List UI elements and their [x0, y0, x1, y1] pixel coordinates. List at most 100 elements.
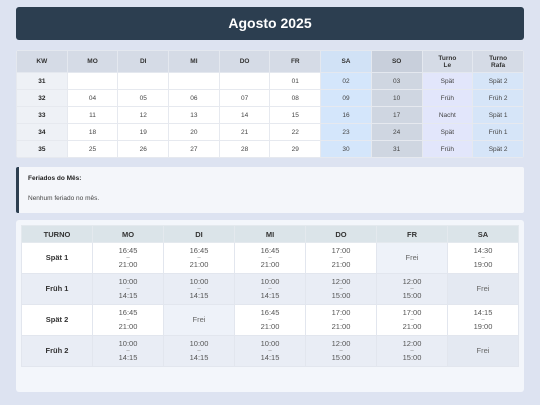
shift-time-cell: 16:45–21:00 — [92, 304, 164, 336]
day-cell: 28 — [218, 140, 271, 158]
shift-time-cell: 14:15–19:00 — [447, 304, 519, 336]
shift-off-cell: Frei — [447, 335, 519, 367]
day-cell: 03 — [370, 72, 423, 90]
shift-dash: – — [197, 254, 201, 261]
calendar-header-row: KW MO DI MI DO FR SA SO Turno Le Turno R… — [16, 50, 524, 73]
holidays-title: Feriados do Mês: — [28, 175, 82, 182]
shift-dash: – — [268, 347, 272, 354]
day-cell: 18 — [66, 123, 119, 141]
shift-start: 17:00 — [331, 246, 351, 255]
shift-end: 19:00 — [473, 321, 493, 331]
day-cell: 22 — [269, 123, 322, 141]
shift-dash: – — [410, 285, 414, 292]
shift-start: 10:00 — [189, 339, 209, 348]
shift-schedule-table: TURNO MO DI MI DO FR SA Spät 1 16:45–21:0… — [21, 225, 519, 367]
shift-start: 16:45 — [189, 246, 209, 255]
shift-end: 14:15 — [260, 352, 280, 362]
shift-dash: – — [268, 254, 272, 261]
day-cell: 17 — [370, 106, 423, 124]
shift-dash: – — [339, 316, 343, 323]
page-title: Agosto 2025 — [16, 7, 524, 40]
turno-rafa-cell: Spät 1 — [472, 106, 524, 124]
shift-start: 16:45 — [118, 308, 138, 317]
shift-start: 12:00 — [402, 277, 422, 286]
shift-end: 21:00 — [118, 259, 138, 269]
schedule-header-fr: FR — [376, 225, 448, 243]
shift-dash: – — [410, 347, 414, 354]
schedule-header-sa: SA — [447, 225, 519, 243]
holidays-text: Nenhum feriado no mês. — [28, 195, 100, 202]
day-cell: 06 — [168, 89, 220, 107]
shift-end: 19:00 — [473, 259, 493, 269]
header-do: DO — [218, 50, 271, 73]
shift-name: Spät 2 — [21, 304, 93, 336]
day-cell — [168, 72, 220, 90]
schedule-row: Spät 1 16:45–21:00 16:45–21:00 16:45–21:00 1… — [21, 242, 519, 274]
day-cell — [218, 72, 271, 90]
shift-dash: – — [339, 254, 343, 261]
holidays-panel: Feriados do Mês: Nenhum feriado no mês. — [16, 167, 524, 213]
schedule-header-turno: TURNO — [21, 225, 93, 243]
day-cell — [117, 72, 170, 90]
shift-time-cell: 10:00–14:15 — [163, 273, 235, 305]
schedule-header-do: DO — [305, 225, 377, 243]
shift-time-cell: 16:45–21:00 — [163, 242, 235, 274]
schedule-header-di: DI — [163, 225, 235, 243]
turno-rafa-cell: Spät 2 — [472, 72, 524, 90]
shift-time-cell: 12:00–15:00 — [376, 273, 448, 305]
shift-end: 14:15 — [118, 352, 138, 362]
shift-time-cell: 10:00–14:15 — [92, 273, 164, 305]
day-cell: 31 — [370, 140, 423, 158]
shift-end: 15:00 — [331, 352, 351, 362]
header-turno-rafa: Turno Rafa — [472, 50, 524, 73]
shift-name: Früh 2 — [21, 335, 93, 367]
day-cell: 25 — [66, 140, 119, 158]
shift-time-cell: 12:00–15:00 — [305, 335, 377, 367]
shift-start: 17:00 — [402, 308, 422, 317]
day-cell: 05 — [117, 89, 170, 107]
calendar-week-row: 32 04 05 06 07 08 09 10 Früh Früh 2 — [16, 89, 524, 107]
shift-time-cell: 14:30–19:00 — [447, 242, 519, 274]
shift-start: 14:30 — [473, 246, 493, 255]
shift-end: 15:00 — [331, 290, 351, 300]
day-cell: 01 — [269, 72, 322, 90]
shift-start: 16:45 — [260, 246, 280, 255]
shift-dash: – — [126, 347, 130, 354]
day-cell: 08 — [269, 89, 322, 107]
day-cell: 09 — [320, 89, 372, 107]
shift-end: 21:00 — [331, 259, 351, 269]
shift-dash: – — [268, 316, 272, 323]
day-cell: 20 — [168, 123, 220, 141]
day-cell: 10 — [370, 89, 423, 107]
header-kw: KW — [16, 50, 68, 73]
shift-start: 14:15 — [473, 308, 493, 317]
header-turno-le-line2: Le — [443, 61, 452, 69]
calendar-week-row: 35 25 26 27 28 29 30 31 Früh Spät 2 — [16, 140, 524, 158]
day-cell: 04 — [66, 89, 119, 107]
schedule-row: Früh 2 10:00–14:15 10:00–14:15 10:00–14:15 1… — [21, 335, 519, 367]
shift-end: 21:00 — [260, 321, 280, 331]
week-number: 33 — [16, 106, 68, 124]
turno-le-cell: Nacht — [421, 106, 474, 124]
header-turno-le-line1: Turno — [438, 54, 457, 62]
shift-end: 21:00 — [189, 259, 209, 269]
shift-time-cell: 10:00–14:15 — [92, 335, 164, 367]
month-calendar: KW MO DI MI DO FR SA SO Turno Le Turno R… — [16, 50, 524, 158]
header-di: DI — [117, 50, 170, 73]
shift-name: Früh 1 — [21, 273, 93, 305]
shift-dash: – — [339, 285, 343, 292]
shift-time-cell: 10:00–14:15 — [234, 273, 306, 305]
turno-le-cell: Spät — [421, 72, 474, 90]
shift-off-cell: Frei — [376, 242, 448, 274]
calendar-week-row: 31 01 02 03 Spät Spät 2 — [16, 72, 524, 90]
day-cell: 19 — [117, 123, 170, 141]
shift-name: Spät 1 — [21, 242, 93, 274]
day-cell: 29 — [269, 140, 322, 158]
schedule-panel: TURNO MO DI MI DO FR SA Spät 1 16:45–21:0… — [16, 220, 524, 392]
day-cell: 14 — [218, 106, 271, 124]
header-fr: FR — [269, 50, 322, 73]
shift-time-cell: 16:45–21:00 — [234, 242, 306, 274]
shift-time-cell: 16:45–21:00 — [234, 304, 306, 336]
day-cell: 12 — [117, 106, 170, 124]
shift-end: 14:15 — [189, 352, 209, 362]
